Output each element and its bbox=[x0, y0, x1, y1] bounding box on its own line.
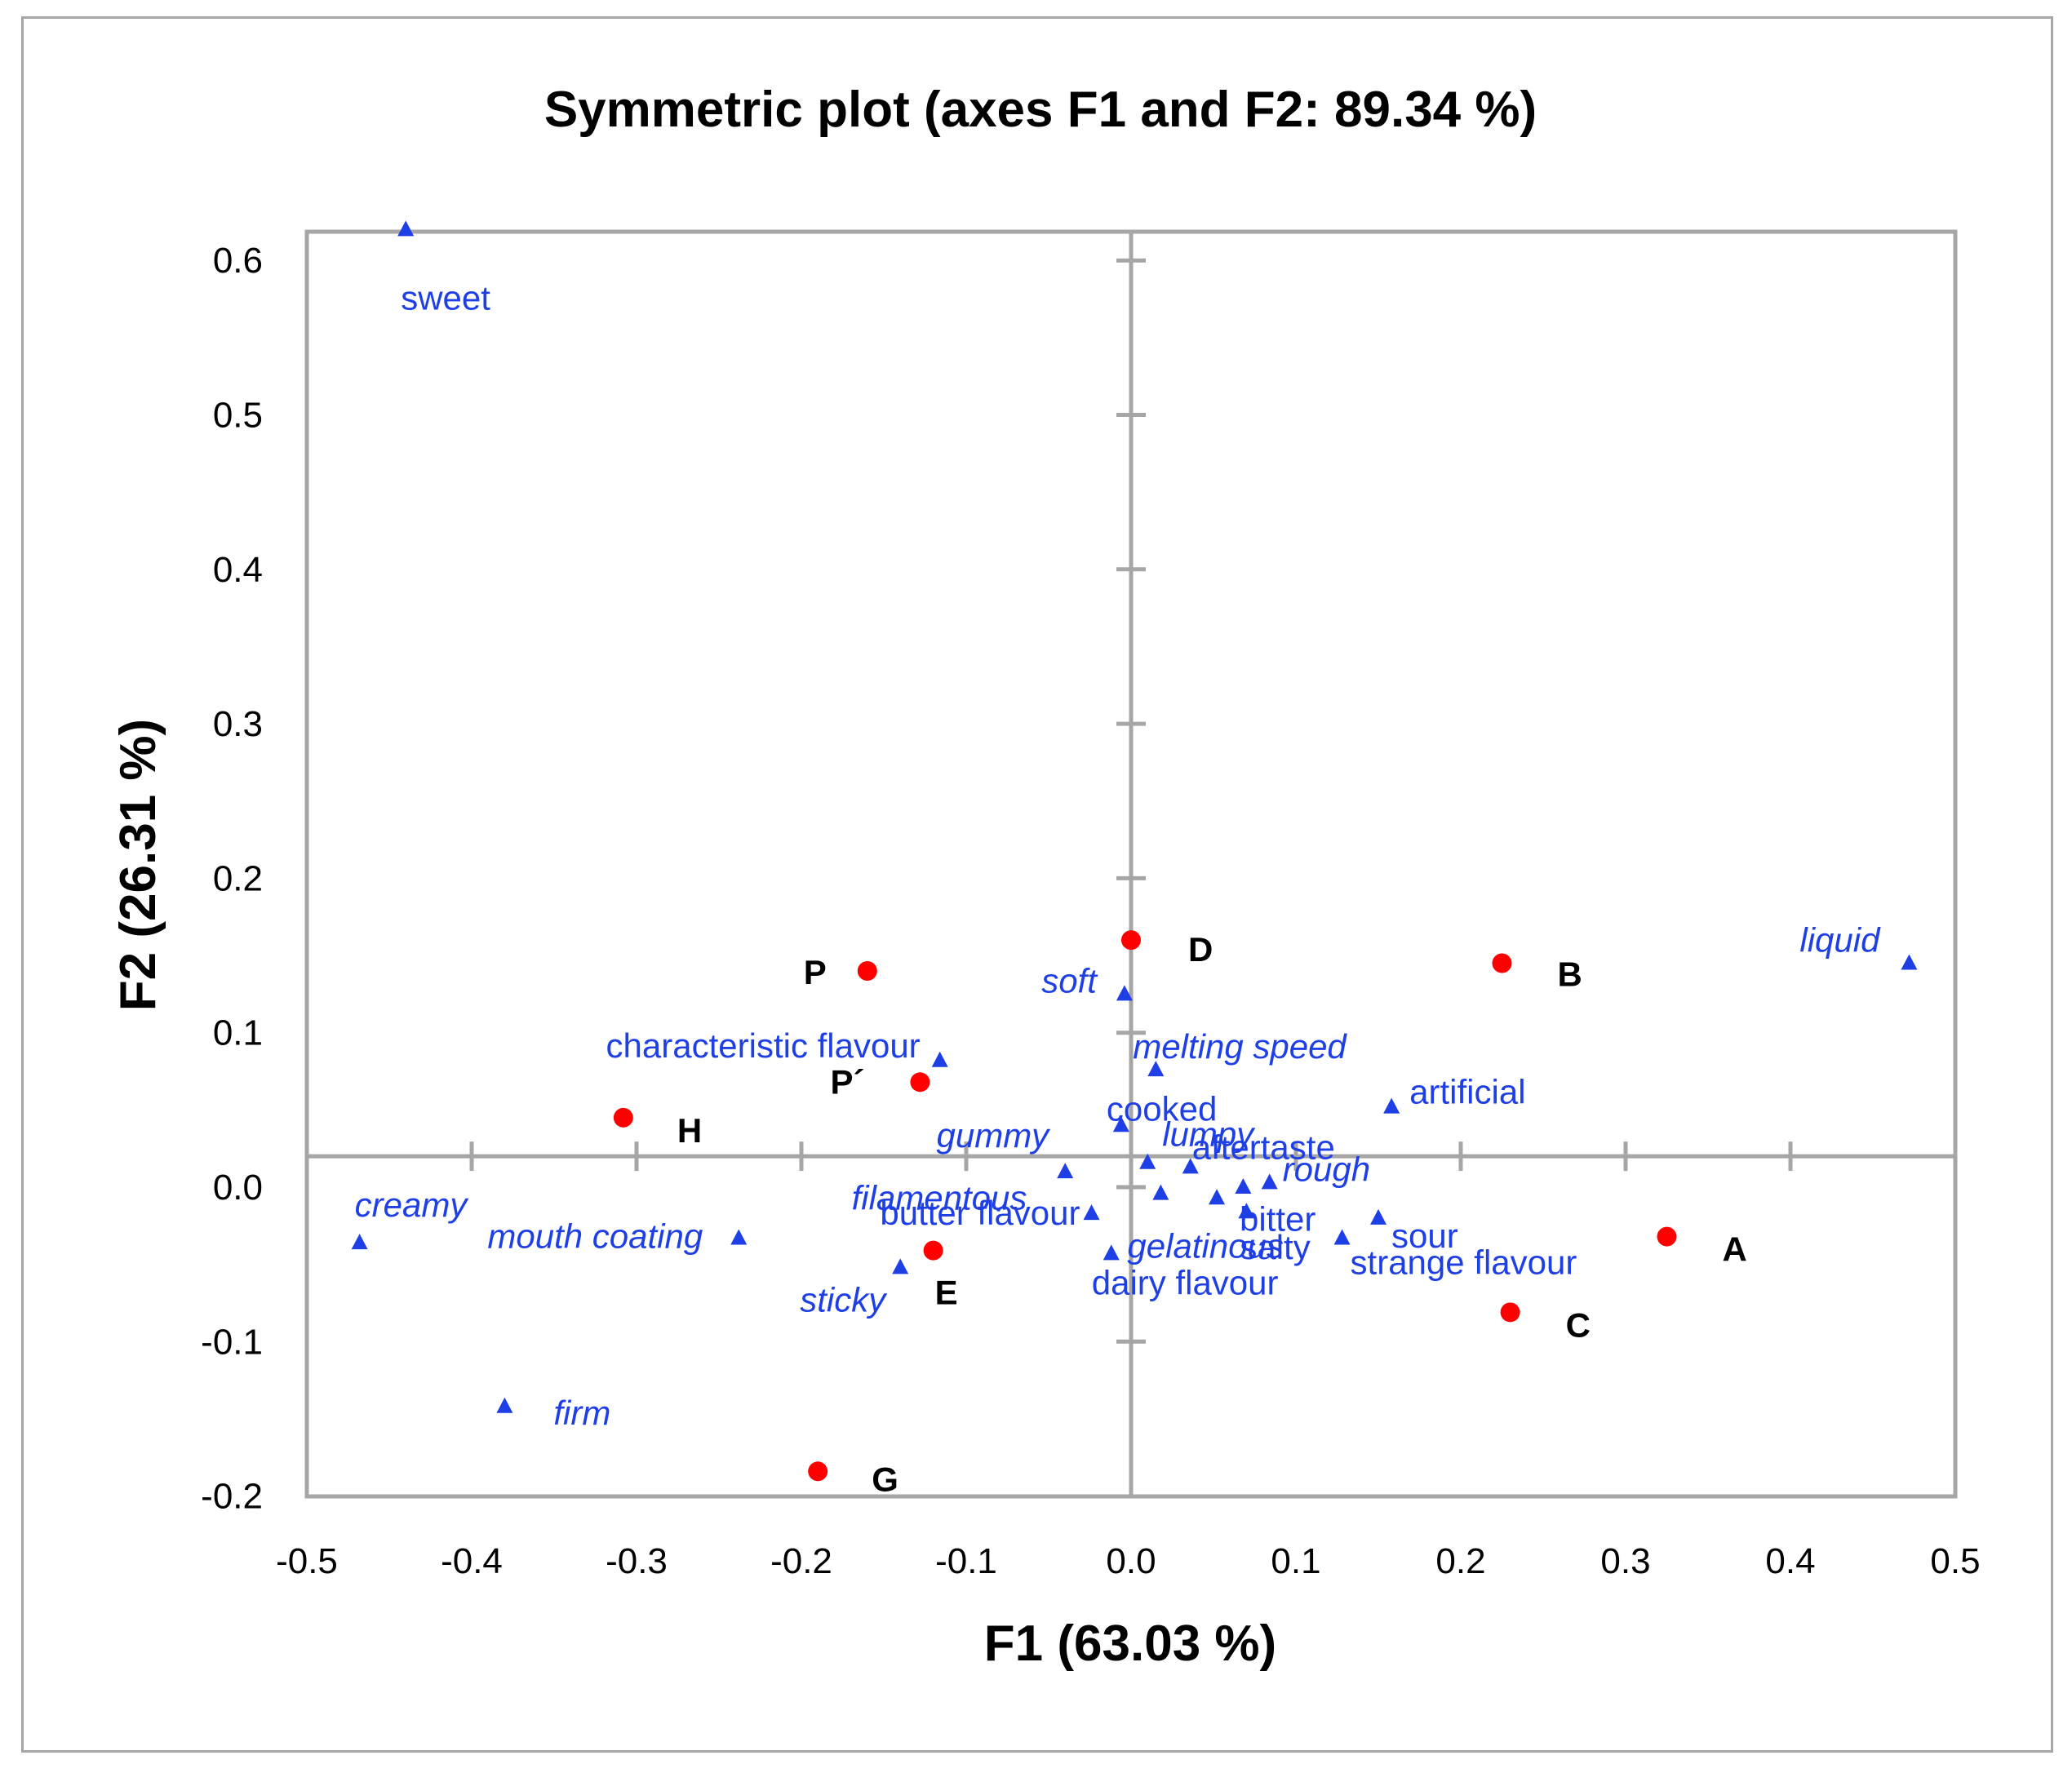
attribute-label: gummy bbox=[936, 1116, 1051, 1155]
x-tick-label: 0.1 bbox=[1271, 1541, 1320, 1581]
attribute-marker bbox=[496, 1398, 512, 1413]
attribute-marker bbox=[1383, 1098, 1400, 1114]
attribute-marker bbox=[1334, 1229, 1351, 1244]
y-tick-label: 0.3 bbox=[213, 704, 263, 744]
attribute-label: dairy flavour bbox=[1092, 1263, 1279, 1301]
attribute-label: sweet bbox=[401, 278, 490, 317]
sample-marker bbox=[858, 961, 877, 981]
attribute-label: butter flavour bbox=[880, 1194, 1080, 1232]
sample-marker bbox=[1493, 954, 1512, 973]
attribute-label: liquid bbox=[1799, 921, 1881, 960]
sample-marker bbox=[1657, 1227, 1677, 1247]
attribute-label: mouth coating bbox=[487, 1217, 703, 1255]
attribute-marker bbox=[1262, 1173, 1278, 1189]
sample-marker bbox=[1121, 930, 1141, 950]
attribute-marker bbox=[1370, 1209, 1387, 1225]
attribute-label: characteristic flavour bbox=[606, 1026, 921, 1065]
attribute-label: strange flavour bbox=[1351, 1243, 1577, 1281]
x-tick-label: -0.1 bbox=[935, 1541, 997, 1581]
x-tick-label: 0.0 bbox=[1106, 1541, 1156, 1581]
attribute-label: rough bbox=[1283, 1150, 1370, 1188]
chart: Symmetric plot (axes F1 and F2: 89.34 %)… bbox=[0, 0, 2072, 1773]
y-axis-ticks: -0.2 -0.1 0.0 0.1 0.2 0.3 0.4 0.5 0.6 bbox=[201, 241, 1146, 1516]
sample-label: E bbox=[935, 1274, 958, 1312]
attribute-label: creamy bbox=[355, 1186, 470, 1224]
y-tick-label: -0.1 bbox=[201, 1322, 263, 1362]
attribute-marker bbox=[352, 1234, 368, 1249]
x-axis-title: F1 (63.03 %) bbox=[984, 1616, 1276, 1672]
x-tick-label: 0.3 bbox=[1600, 1541, 1650, 1581]
x-tick-label: -0.3 bbox=[606, 1541, 668, 1581]
x-tick-label: 0.4 bbox=[1765, 1541, 1815, 1581]
x-tick-label: -0.4 bbox=[441, 1541, 503, 1581]
attribute-marker bbox=[730, 1229, 747, 1244]
attribute-marker bbox=[932, 1052, 948, 1067]
x-tick-label: 0.2 bbox=[1435, 1541, 1485, 1581]
x-tick-label: -0.2 bbox=[770, 1541, 832, 1581]
attribute-label: sticky bbox=[800, 1280, 888, 1319]
x-tick-label: -0.5 bbox=[276, 1541, 338, 1581]
sample-marker bbox=[614, 1108, 633, 1128]
sample-marker bbox=[808, 1461, 827, 1481]
sample-label: B bbox=[1558, 955, 1582, 994]
x-axis-ticks: -0.5 -0.4 -0.3 -0.2 -0.1 0.0 0.1 0.2 0.3 0.4 0.5 bbox=[276, 1141, 1981, 1581]
sample-marker bbox=[910, 1072, 930, 1092]
attribute-marker bbox=[1084, 1204, 1100, 1220]
sample-label: H bbox=[677, 1111, 702, 1150]
attribute-marker bbox=[892, 1258, 908, 1274]
y-tick-label: 0.0 bbox=[213, 1168, 263, 1208]
sample-series: P D B P´ H A C E G bbox=[614, 930, 1747, 1498]
sample-label: P´ bbox=[830, 1062, 864, 1101]
chart-title: Symmetric plot (axes F1 and F2: 89.34 %) bbox=[544, 82, 1537, 138]
sample-label: G bbox=[872, 1460, 898, 1498]
attribute-marker bbox=[1152, 1185, 1169, 1200]
sample-label: A bbox=[1723, 1230, 1747, 1269]
x-tick-label: 0.5 bbox=[1930, 1541, 1980, 1581]
attribute-marker bbox=[1057, 1163, 1073, 1178]
y-tick-label: 0.2 bbox=[213, 858, 263, 898]
attribute-marker bbox=[1103, 1244, 1120, 1260]
axes bbox=[307, 232, 1955, 1496]
sample-marker bbox=[1501, 1302, 1520, 1322]
y-tick-label: -0.2 bbox=[201, 1477, 263, 1517]
attribute-marker bbox=[1901, 955, 1917, 970]
sample-label: P bbox=[804, 953, 827, 991]
attribute-label: artificial bbox=[1409, 1073, 1525, 1111]
sample-label: C bbox=[1566, 1305, 1591, 1344]
y-axis-title: F2 (26.31 %) bbox=[110, 719, 166, 1011]
attribute-series: sweet liquid soft characteristic flavour mel… bbox=[352, 220, 1918, 1431]
sample-label: D bbox=[1188, 930, 1213, 969]
attribute-label: melting speed bbox=[1133, 1027, 1347, 1066]
attribute-label: gelatinous bbox=[1127, 1226, 1283, 1265]
attribute-label: soft bbox=[1041, 961, 1098, 1000]
attribute-label: firm bbox=[553, 1394, 610, 1432]
y-tick-label: 0.4 bbox=[213, 550, 263, 590]
sample-marker bbox=[924, 1241, 943, 1261]
attribute-marker bbox=[1235, 1178, 1251, 1194]
y-tick-label: 0.5 bbox=[213, 396, 263, 436]
attribute-marker bbox=[397, 220, 414, 236]
y-tick-label: 0.1 bbox=[213, 1013, 263, 1053]
y-tick-label: 0.6 bbox=[213, 241, 263, 281]
attribute-marker bbox=[1209, 1189, 1225, 1204]
